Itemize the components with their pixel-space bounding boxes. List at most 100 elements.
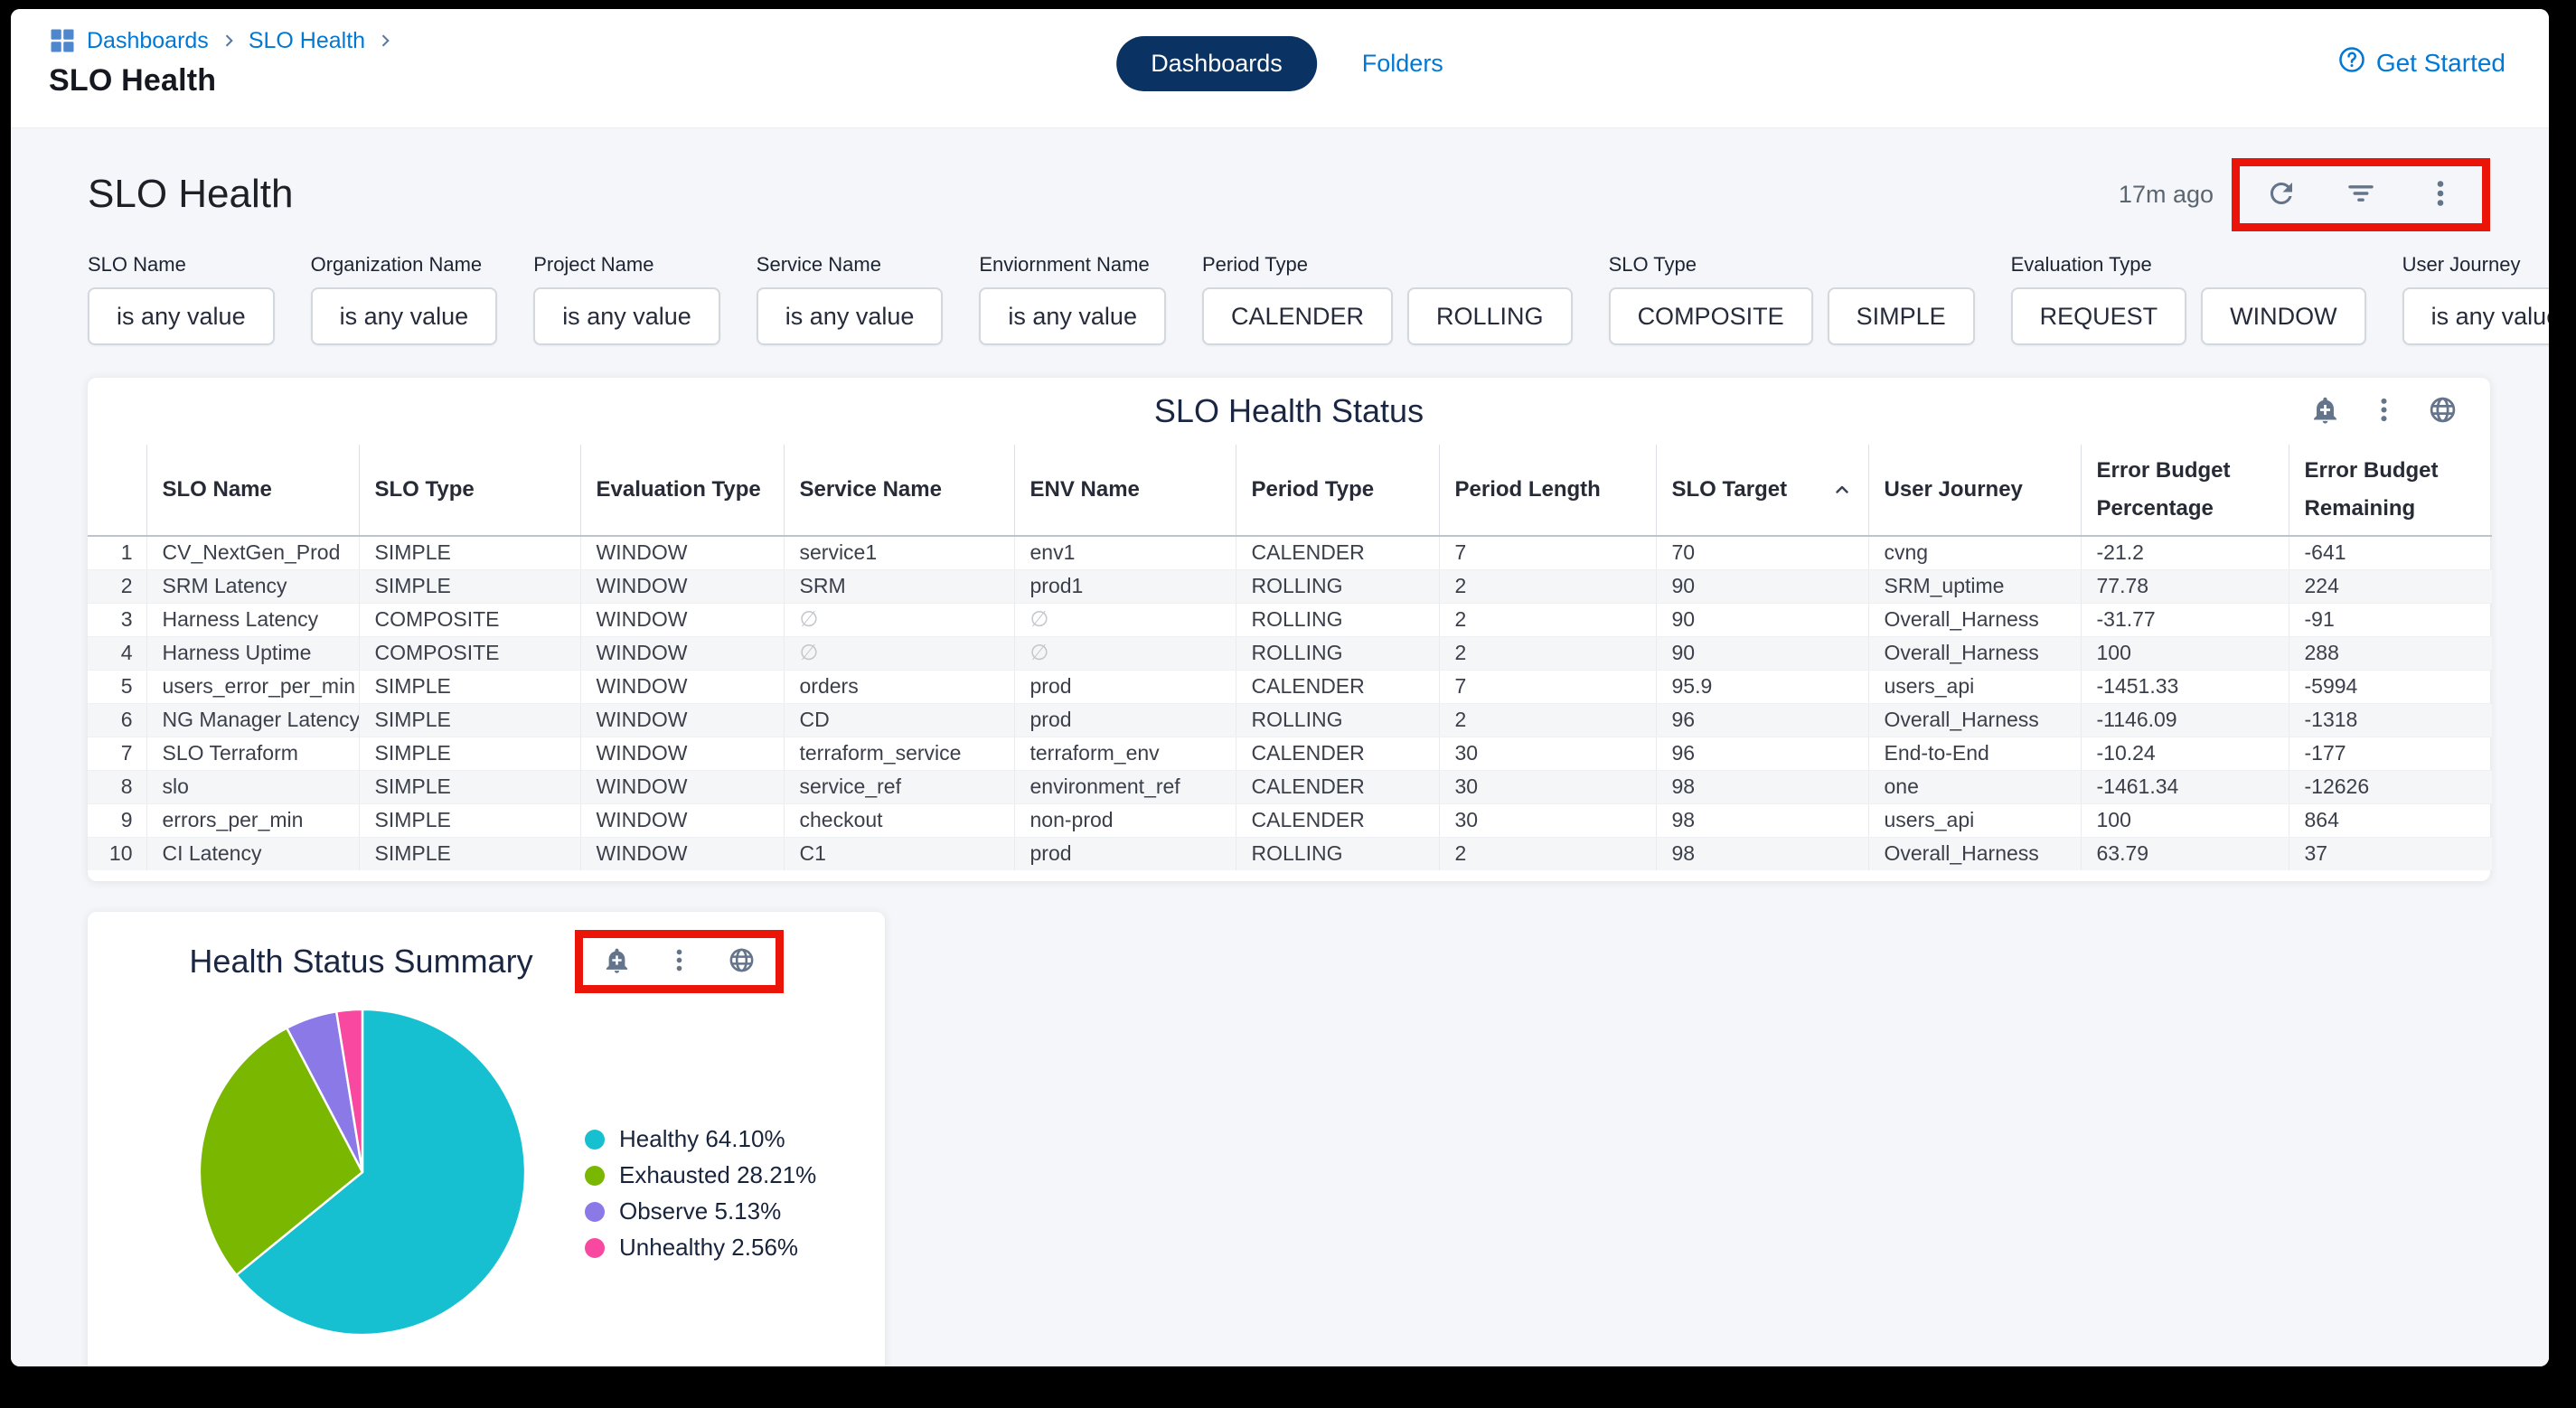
column-header-slo-name[interactable]: SLO Name <box>146 445 360 537</box>
table-cell: SIMPLE <box>359 703 581 737</box>
table-cell: terraform_env <box>1014 737 1236 771</box>
tab-folders[interactable]: Folders <box>1361 50 1443 77</box>
globe-button[interactable] <box>2428 395 2458 427</box>
get-started-link[interactable]: Get Started <box>2337 45 2505 80</box>
filter-group-service-name: Service Name is any value <box>756 253 944 345</box>
kebab-menu-button[interactable] <box>2424 177 2457 212</box>
kebab-menu-button[interactable] <box>2369 395 2399 427</box>
column-header-service-name[interactable]: Service Name <box>784 445 1015 537</box>
filter-group-period-type: Period Type CALENDER ROLLING <box>1201 253 1573 345</box>
table-cell: -177 <box>2289 737 2492 771</box>
table-cell: ∅ <box>1014 603 1236 637</box>
filter-value-button-window[interactable]: WINDOW <box>2201 287 2366 345</box>
kebab-menu-icon <box>665 946 693 977</box>
column-header-slo-target[interactable]: SLO Target <box>1656 445 1869 537</box>
filter-value-button-composite[interactable]: COMPOSITE <box>1608 287 1813 345</box>
bell-plus-button[interactable] <box>2310 395 2340 427</box>
filter-value-button-is-any-value[interactable]: is any value <box>979 287 1166 345</box>
table-cell: ROLLING <box>1236 603 1440 637</box>
row-number: 4 <box>88 636 147 671</box>
table-cell: 90 <box>1656 636 1869 671</box>
filter-value-button-simple[interactable]: SIMPLE <box>1827 287 1975 345</box>
table-cell: orders <box>784 670 1015 704</box>
tab-dashboards[interactable]: Dashboards <box>1116 36 1317 91</box>
table-row-5: 5 users_error_per_min SIMPLE WINDOW orders pr… <box>88 670 2492 704</box>
column-header-period-type[interactable]: Period Type <box>1236 445 1440 537</box>
kebab-menu-button[interactable] <box>665 946 693 977</box>
filter-value-button-is-any-value[interactable]: is any value <box>88 287 275 345</box>
refresh-button[interactable] <box>2265 177 2298 212</box>
globe-button[interactable] <box>728 946 756 977</box>
table-title: SLO Health Status <box>1153 392 1424 429</box>
filter-value-button-is-any-value[interactable]: is any value <box>2402 287 2549 345</box>
table-row-10: 10 CI Latency SIMPLE WINDOW C1 prod ROLLING 2 98… <box>88 837 2492 870</box>
table-cell: 2 <box>1439 837 1657 870</box>
column-header-env-name[interactable]: ENV Name <box>1014 445 1236 537</box>
table-cell: ∅ <box>1014 636 1236 671</box>
health-status-summary-card: Health Status Summary Healthy 64.10% Exha… <box>88 912 885 1366</box>
globe-icon <box>728 946 756 977</box>
table-row-8: 8 slo SIMPLE WINDOW service_ref environment_r… <box>88 770 2492 804</box>
column-header-period-length[interactable]: Period Length <box>1439 445 1657 537</box>
table-cell: WINDOW <box>580 770 785 804</box>
legend-swatch <box>585 1165 605 1186</box>
table-cell: ROLLING <box>1236 636 1440 671</box>
breadcrumb-slo-health-link[interactable]: SLO Health <box>248 27 366 53</box>
filter-value-button-request[interactable]: REQUEST <box>2010 287 2187 345</box>
table-cell: -1318 <box>2289 703 2492 737</box>
breadcrumb-dashboards-link[interactable]: Dashboards <box>87 27 209 53</box>
filter-value-button-is-any-value[interactable]: is any value <box>533 287 720 345</box>
filter-value-button-is-any-value[interactable]: is any value <box>310 287 498 345</box>
page-title: SLO Health <box>49 63 217 98</box>
column-header-user-journey[interactable]: User Journey <box>1868 445 2082 537</box>
table-cell: WINDOW <box>580 670 785 704</box>
table-cell: ROLLING <box>1236 569 1440 604</box>
table-cell: users_api <box>1868 803 2082 838</box>
dashboard-title: SLO Health <box>88 172 294 216</box>
table-cell: 98 <box>1656 837 1869 870</box>
table-row-9: 9 errors_per_min SIMPLE WINDOW checkout non-p… <box>88 803 2492 838</box>
legend-item-observe: Observe 5.13% <box>585 1197 816 1225</box>
filter-group-slo-type: SLO Type COMPOSITE SIMPLE <box>1608 253 1975 345</box>
table-cell: Overall_Harness <box>1868 703 2082 737</box>
table-cell: C1 <box>784 837 1015 870</box>
table-cell: WINDOW <box>580 803 785 838</box>
filter-value-button-rolling[interactable]: ROLLING <box>1407 287 1573 345</box>
legend-swatch <box>585 1129 605 1150</box>
table-row-2: 2 SRM Latency SIMPLE WINDOW SRM prod1 ROLLING 2… <box>88 569 2492 604</box>
pie-legend: Healthy 64.10% Exhausted 28.21% Observe 5.… <box>585 1125 816 1262</box>
table-cell: ∅ <box>784 603 1015 637</box>
table-cell: service1 <box>784 536 1015 570</box>
column-header-error-budget-percentage[interactable]: Error Budget Percentage <box>2081 445 2289 537</box>
filter-group-slo-name: SLO Name is any value <box>88 253 275 345</box>
column-header-evaluation-type[interactable]: Evaluation Type <box>580 445 785 537</box>
filter-group-evaluation-type: Evaluation Type REQUEST WINDOW <box>2010 253 2366 345</box>
table-cell: 98 <box>1656 770 1869 804</box>
filter-value-button-calender[interactable]: CALENDER <box>1201 287 1394 345</box>
table-cell: 70 <box>1656 536 1869 570</box>
table-cell: SIMPLE <box>359 569 581 604</box>
legend-item-unhealthy: Unhealthy 2.56% <box>585 1234 816 1262</box>
filter-value-button-is-any-value[interactable]: is any value <box>756 287 944 345</box>
table-cell: SLO Terraform <box>146 737 360 771</box>
row-number: 8 <box>88 770 147 804</box>
breadcrumb: Dashboards SLO Health <box>49 27 2507 54</box>
table-cell: SRM Latency <box>146 569 360 604</box>
app-window: Dashboards SLO Health SLO Health Dashboa… <box>11 9 2549 1366</box>
column-header-slo-type[interactable]: SLO Type <box>359 445 581 537</box>
table-cell: WINDOW <box>580 737 785 771</box>
table-cell: CALENDER <box>1236 737 1440 771</box>
annotation-box-pie-icons <box>574 930 784 993</box>
bell-plus-button[interactable] <box>603 946 631 977</box>
table-cell: terraform_service <box>784 737 1015 771</box>
filter-group-project-name: Project Name is any value <box>533 253 720 345</box>
table-cell: WINDOW <box>580 536 785 570</box>
filter-button[interactable] <box>2345 177 2377 212</box>
table-cell: SIMPLE <box>359 536 581 570</box>
table-cell: 7 <box>1439 536 1657 570</box>
column-header-error-budget-remaining[interactable]: Error Budget Remaining <box>2289 445 2492 537</box>
table-cell: ROLLING <box>1236 703 1440 737</box>
table-cell: 2 <box>1439 703 1657 737</box>
table-cell: NG Manager Latency <box>146 703 360 737</box>
help-icon <box>2337 45 2366 80</box>
